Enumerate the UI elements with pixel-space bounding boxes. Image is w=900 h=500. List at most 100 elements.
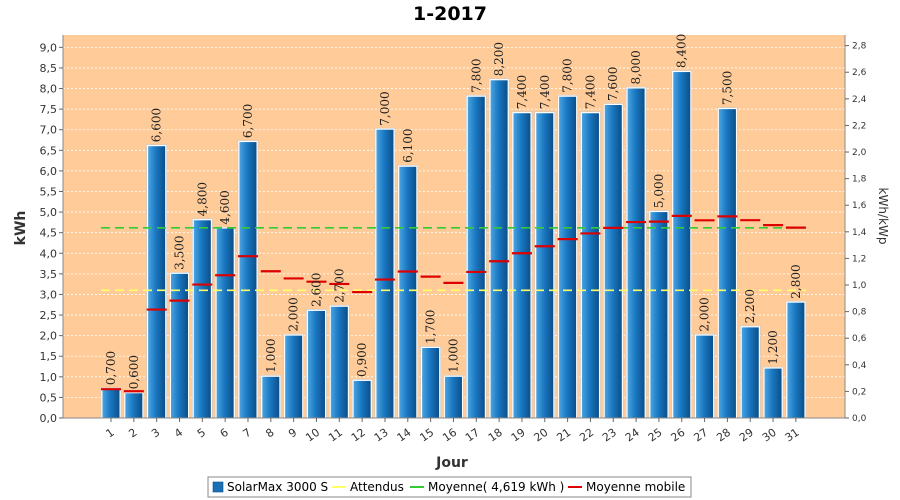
bar	[307, 310, 325, 418]
bar	[718, 109, 736, 419]
y-tick-label: 9,0	[40, 41, 58, 54]
legend-label-average: Moyenne( 4,619 kWh )	[428, 480, 564, 494]
data-label: 7,400	[515, 75, 529, 109]
y-axis-label: kWh	[13, 211, 29, 246]
bar	[193, 220, 211, 418]
bar	[444, 376, 462, 418]
bar	[170, 273, 188, 418]
bar	[741, 327, 759, 418]
bar	[650, 212, 668, 418]
data-label: 7,600	[606, 67, 620, 101]
y-tick-label: 4,0	[40, 247, 58, 260]
y-tick-label: 4,5	[40, 227, 58, 240]
y-right-tick-label: 1,2	[852, 254, 866, 264]
data-label: 1,200	[766, 330, 780, 364]
bar	[399, 166, 417, 418]
y-right-tick-label: 0,4	[852, 361, 867, 371]
bar	[285, 335, 303, 418]
bar	[536, 113, 554, 418]
legend-label-moving: Moyenne mobile	[586, 480, 685, 494]
data-label: 5,000	[652, 174, 666, 208]
bar	[125, 393, 143, 418]
data-label: 7,800	[469, 58, 483, 92]
bar	[559, 96, 577, 418]
data-label: 0,900	[355, 343, 369, 377]
data-label: 8,400	[675, 34, 689, 68]
data-label: 7,800	[561, 58, 575, 92]
data-label: 2,600	[309, 273, 323, 307]
y-right-tick-label: 1,6	[852, 201, 867, 211]
y-tick-label: 0,5	[40, 391, 58, 404]
data-label: 8,200	[492, 42, 506, 76]
y-tick-label: 1,5	[40, 350, 58, 363]
bar	[513, 113, 531, 418]
data-labels: 0,700 0,600 6,600 3,500 4,800 4,600 6,700 1,000…	[104, 34, 803, 390]
bar	[627, 88, 645, 419]
chart-title: 1-2017	[413, 3, 487, 25]
bar	[581, 113, 599, 418]
legend-swatch-bars	[212, 481, 224, 493]
data-label: 4,600	[218, 190, 232, 224]
y-tick-label: 1,0	[40, 371, 58, 384]
y-right-tick-label: 1,8	[852, 175, 867, 185]
data-label: 7,500	[720, 71, 734, 105]
data-label: 1,000	[264, 338, 278, 372]
y-tick-label: 5,0	[40, 206, 58, 219]
bar	[764, 368, 782, 418]
legend-box	[207, 476, 692, 498]
bar	[102, 389, 120, 418]
data-label: 1,700	[424, 310, 438, 344]
bar	[148, 146, 166, 418]
data-label: 8,000	[629, 50, 643, 84]
y-axis-ticks: 0,0 0,5 1,0 1,5 2,0 2,5 3,0 3,5 4,0 4,5 5,0 5,5 6,0 6…	[40, 41, 63, 425]
bar	[353, 380, 371, 418]
x-axis-label: Jour	[435, 455, 468, 471]
y-tick-label: 8,0	[40, 83, 58, 96]
data-label: 7,000	[378, 91, 392, 125]
legend: SolarMax 3000 S Attendus Moyenne( 4,619 kW…	[207, 476, 692, 498]
data-label: 1,000	[446, 338, 460, 372]
bar	[239, 142, 257, 419]
y-right-tick-label: 0,8	[852, 308, 867, 318]
y-tick-label: 6,0	[40, 165, 58, 178]
bar-series	[100, 70, 807, 419]
data-label: 0,600	[127, 355, 141, 389]
data-label: 2,700	[332, 268, 346, 302]
bar	[216, 228, 234, 418]
bar	[262, 376, 280, 418]
data-label: 6,100	[401, 128, 415, 162]
data-label: 6,700	[241, 104, 255, 138]
y-right-tick-label: 2,6	[852, 68, 867, 78]
y-right-tick-label: 2,2	[852, 121, 866, 131]
bar	[490, 80, 508, 418]
bar	[422, 347, 440, 418]
bar	[673, 72, 691, 418]
y-right-tick-label: 1,0	[852, 281, 867, 291]
data-label: 4,800	[195, 182, 209, 216]
y-axis-right-ticks: 0,0 0,2 0,4 0,6 0,8 1,0 1,2 1,4 1,6 1,8 2,0 2,2 2,4 2…	[845, 42, 867, 424]
y-tick-label: 5,5	[40, 185, 58, 198]
bar	[787, 302, 805, 418]
moving-average-series	[101, 214, 806, 393]
y-tick-label: 7,0	[40, 124, 58, 137]
y-tick-label: 3,0	[40, 288, 58, 301]
y-tick-label: 3,5	[40, 268, 58, 281]
data-label: 6,600	[150, 108, 164, 142]
data-label: 3,500	[172, 236, 186, 270]
y-right-tick-label: 0,6	[852, 334, 867, 344]
legend-label-bars: SolarMax 3000 S	[227, 480, 328, 494]
data-label: 7,400	[583, 75, 597, 109]
y-right-tick-label: 1,4	[852, 228, 867, 238]
data-label: 2,000	[698, 297, 712, 331]
y-right-tick-label: 0,2	[852, 387, 866, 397]
y-right-tick-label: 2,8	[852, 42, 867, 52]
y-tick-label: 8,5	[40, 62, 58, 75]
y-tick-label: 0,0	[40, 412, 58, 425]
y-right-tick-label: 2,4	[852, 95, 867, 105]
data-label: 2,000	[287, 297, 301, 331]
bar	[696, 335, 714, 418]
legend-label-expected: Attendus	[350, 480, 404, 494]
y-tick-label: 2,5	[40, 309, 58, 322]
bar	[330, 306, 348, 418]
